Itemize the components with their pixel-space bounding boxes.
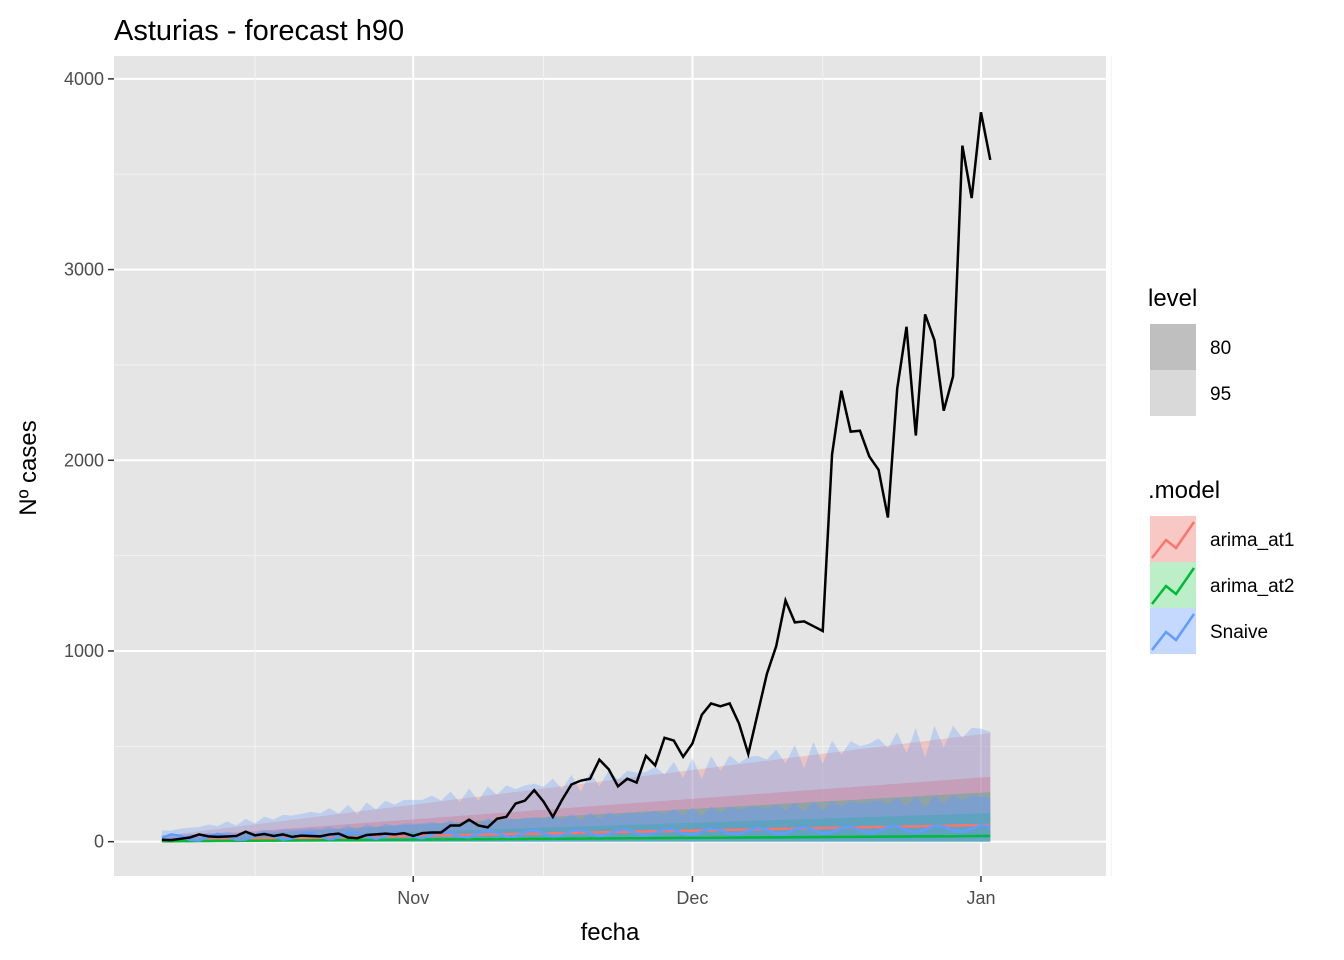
legend-model-swatch: [1150, 562, 1196, 608]
plot-panel: [114, 56, 1106, 876]
legend-level-label: 80: [1210, 338, 1231, 359]
legend-model-label: Snaive: [1210, 622, 1268, 643]
chart-title: Asturias - forecast h90: [114, 15, 404, 47]
band-arima_at1-95: [161, 732, 991, 842]
grid-lines: [114, 56, 1112, 876]
y-tick-label: 3000: [64, 260, 104, 280]
y-tick-label: 1000: [64, 641, 104, 661]
mean-line-arima_at2: [161, 834, 991, 843]
legend-model-title: .model: [1148, 477, 1220, 504]
x-axis-title: fecha: [581, 919, 640, 946]
legend-model-swatch: [1150, 516, 1196, 562]
y-axis-title: Nº cases: [15, 420, 42, 515]
x-tick-label: Nov: [397, 888, 429, 908]
series-lines: [161, 112, 992, 843]
legend-level-title: level: [1148, 285, 1197, 312]
y-tick-label: 0: [94, 832, 104, 852]
legend-model-swatch: [1150, 608, 1196, 654]
band-arima_at1-80: [161, 776, 991, 842]
legend-model-line-icon: [1151, 613, 1196, 651]
x-tick-label: Dec: [676, 888, 708, 908]
legend-model-line-icon: [1151, 567, 1196, 605]
legend-level-label: 95: [1210, 384, 1231, 405]
legend-level-swatch: [1150, 370, 1196, 416]
observed-line: [161, 112, 992, 842]
x-tick-label: Jan: [966, 888, 995, 908]
legend-level-swatch: [1150, 324, 1196, 370]
y-tick-label: 4000: [64, 69, 104, 89]
y-tick-label: 2000: [64, 450, 104, 470]
legend-model-line-icon: [1151, 521, 1196, 559]
legend: level 80 95 .model arima_at1 arima_at2 Snaive: [1148, 285, 1295, 654]
legend-model-label: arima_at1: [1210, 530, 1295, 551]
axes: 0 1000 2000 3000 4000 Nov Dec Jan: [64, 69, 996, 908]
legend-model-label: arima_at2: [1210, 576, 1295, 597]
